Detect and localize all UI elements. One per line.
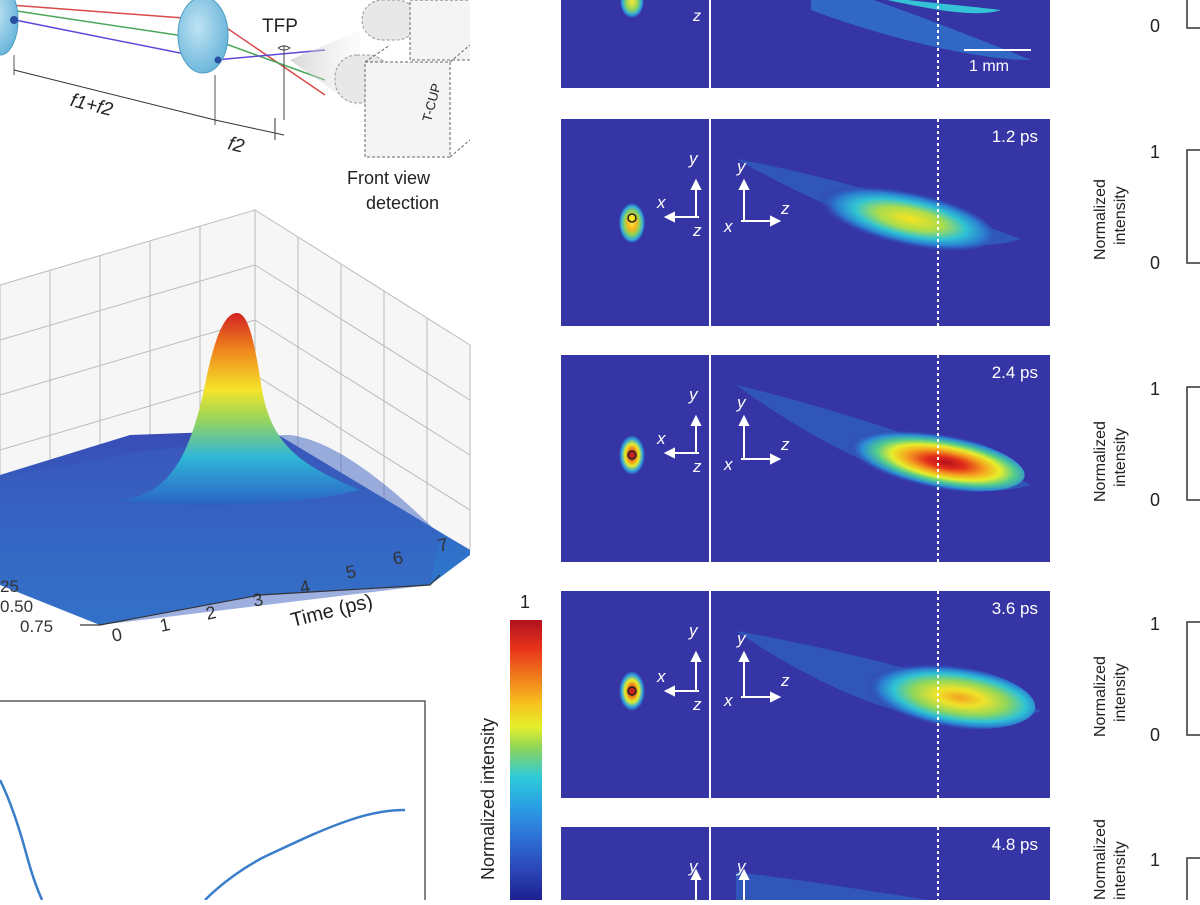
optical-setup: TFP f1+f2 f2 T-CUP Front view detection — [0, 0, 501, 225]
right-plot-1-tick-bottom: 0 — [1150, 253, 1161, 273]
colorbar-max-label: 1 — [520, 592, 531, 612]
beam-green — [9, 9, 211, 41]
y-tick-25: 25 — [0, 577, 19, 596]
detection-label-2: detection — [366, 193, 440, 213]
axis-y-label: y — [689, 621, 698, 640]
axis-z-label: z — [693, 457, 702, 476]
axis-x-label: x — [657, 193, 666, 212]
dimension-f1f2 — [13, 69, 216, 121]
panel-3-time: 3.6 ps — [991, 599, 1038, 618]
axis-x-label: x — [657, 429, 666, 448]
dimension-f2 — [214, 119, 285, 136]
axis-y-label: y — [689, 149, 698, 168]
right-plot-4-ylabel-1: Normalized — [1092, 819, 1109, 900]
right-plot-4-ylabel-2: intensity — [1112, 841, 1129, 900]
right-plot-0: 0 — [1080, 0, 1200, 60]
grid — [0, 209, 471, 551]
axis-z-label: z — [693, 221, 702, 240]
beam-red — [9, 4, 211, 21]
right-plot-1-tick-top: 1 — [1150, 142, 1161, 162]
right-plot-2-ylabel-1: Normalized — [1092, 421, 1109, 502]
axis-x-label: x — [657, 667, 666, 686]
camera-tcup — [364, 61, 451, 158]
right-plot-2-ylabel-2: intensity — [1112, 428, 1129, 487]
line-plot-frame — [0, 700, 426, 905]
axis-y-label: y — [689, 857, 698, 876]
colorbar: 1 Normalized intensity — [470, 590, 550, 900]
scale-bar-label: 1 mm — [969, 58, 1009, 75]
right-plot-1: 1 0 Normalized intensity — [1080, 120, 1200, 280]
image-panel-4: y y 4.8 ps — [561, 827, 1050, 900]
y-tick-075: 0.75 — [20, 617, 54, 636]
image-panel-2: x y z y x z 2.4 ps — [561, 355, 1050, 562]
surface-peak — [120, 313, 360, 506]
line-plot-series-right — [204, 808, 406, 901]
axis-z2-label: z — [781, 671, 790, 690]
right-plot-2-tick-top: 1 — [1150, 379, 1161, 399]
right-plot-3: 1 0 Normalized intensity — [1080, 592, 1200, 752]
surface-plot: 0 1 2 3 4 5 6 7 Time (ps) 25 0.50 0.75 — [0, 205, 480, 665]
lens-2 — [177, 0, 229, 74]
axis-y2-label: y — [737, 393, 746, 412]
axis-y2-label: y — [737, 629, 746, 648]
time-axis — [80, 574, 441, 626]
lens-1 — [0, 0, 19, 56]
right-plot-2-tick-bottom: 0 — [1150, 490, 1161, 510]
detection-label-1: Front view — [347, 168, 431, 188]
axis-x2-label: x — [724, 455, 733, 474]
axis-y2-label: y — [737, 157, 746, 176]
right-plot-2: 1 0 Normalized intensity — [1080, 357, 1200, 517]
panel-0-z: z — [693, 8, 701, 25]
image-panel-0: z 1 mm — [561, 0, 1050, 88]
right-plot-4: 1 Normalized intensity — [1080, 819, 1200, 900]
setup-diagram — [0, 0, 501, 158]
right-plot-3-ylabel-1: Normalized — [1092, 656, 1109, 737]
right-plot-1-ylabel-2: intensity — [1112, 186, 1129, 245]
right-plot-3-tick-bottom: 0 — [1150, 725, 1161, 745]
panel-4-time: 4.8 ps — [991, 835, 1038, 854]
image-panel-1: x y z y x z 1.2 ps — [561, 119, 1050, 326]
line-plot-graphic — [0, 700, 426, 905]
right-plot-1-ylabel-1: Normalized — [1092, 179, 1109, 260]
tfp-label: TFP — [262, 16, 298, 37]
image-panel-3: x y z y x z 3.6 ps — [561, 591, 1050, 798]
colorbar-label: Normalized intensity — [478, 717, 498, 880]
y-tick-050: 0.50 — [0, 597, 34, 616]
panel-2-time: 2.4 ps — [991, 363, 1038, 382]
axis-z2-label: z — [781, 199, 790, 218]
axis-x2-label: x — [724, 691, 733, 710]
line-plot-series-left — [0, 779, 44, 901]
axis-x2-label: x — [724, 217, 733, 236]
camera-top — [409, 0, 501, 61]
axis-y-label: y — [689, 385, 698, 404]
right-plot-3-tick-top: 1 — [1150, 614, 1161, 634]
panel-1-time: 1.2 ps — [991, 127, 1038, 146]
line-plot — [0, 700, 430, 905]
right-plot-3-ylabel-2: intensity — [1112, 663, 1129, 722]
axis-z-label: z — [693, 695, 702, 714]
axis-z2-label: z — [781, 435, 790, 454]
right-plot-0-tick-bottom: 0 — [1150, 16, 1161, 36]
colorbar-gradient — [510, 620, 542, 900]
right-plot-4-tick-top: 1 — [1150, 850, 1161, 870]
surface-plot-graphic — [0, 209, 471, 626]
axis-y2-label: y — [737, 857, 746, 876]
